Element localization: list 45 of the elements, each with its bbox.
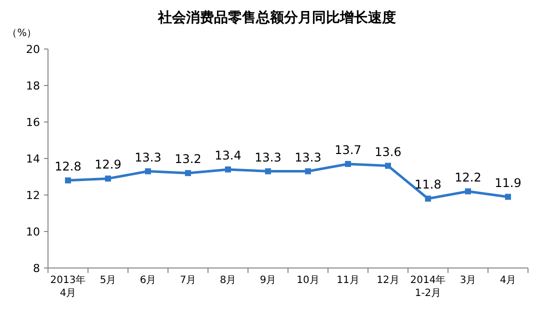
x-tick-label: 2013年 4月 — [50, 274, 86, 299]
x-tick-label: 9月 — [260, 275, 276, 286]
data-label: 11.9 — [494, 176, 522, 190]
y-tick-label: 16 — [26, 116, 40, 129]
x-tick-label: 7月 — [180, 275, 196, 286]
x-tick-label: 5月 — [100, 275, 116, 286]
x-tick-label: 2014年 1-2月 — [410, 274, 446, 299]
data-label: 12.8 — [54, 159, 82, 174]
data-label: 13.2 — [174, 152, 202, 166]
point — [185, 170, 191, 176]
point — [105, 176, 111, 182]
y-axis-title: （%） — [7, 28, 37, 39]
point — [385, 162, 391, 169]
y-tick-label: 8 — [33, 262, 40, 275]
y-tick-label: 14 — [26, 152, 40, 166]
y-tick-label: 20 — [26, 43, 40, 56]
x-tick-label: 11月 — [336, 275, 360, 286]
data-label: 12.2 — [454, 170, 482, 184]
y-tick-label: 12 — [26, 189, 40, 202]
point — [345, 160, 351, 167]
data-label: 13.3 — [294, 150, 322, 164]
x-tick-label: 4月 — [500, 275, 516, 286]
data-label: 13.3 — [254, 150, 282, 164]
point — [425, 196, 431, 202]
x-tick-label: 10月 — [296, 275, 320, 286]
point — [65, 177, 71, 184]
x-tick-label: 8月 — [220, 275, 236, 286]
point — [225, 166, 231, 172]
data-label: 13.3 — [134, 150, 162, 164]
point — [305, 168, 311, 174]
data-label: 12.9 — [94, 158, 122, 172]
point — [145, 168, 151, 174]
data-label: 13.4 — [214, 148, 242, 162]
x-tick-label: 12月 — [376, 275, 400, 286]
data-label: 13.7 — [334, 142, 362, 157]
y-tick-label: 18 — [26, 80, 40, 92]
point — [505, 194, 511, 200]
x-tick-label: 3月 — [460, 275, 476, 286]
x-tick-label: 6月 — [140, 275, 156, 286]
y-tick-label: 10 — [26, 226, 40, 238]
chart-title: 社会消费品零售总额分月同比增长速度 — [157, 9, 396, 26]
point — [465, 188, 471, 194]
data-label: 13.6 — [374, 144, 402, 159]
data-label: 11.8 — [414, 178, 442, 192]
point — [265, 168, 271, 174]
